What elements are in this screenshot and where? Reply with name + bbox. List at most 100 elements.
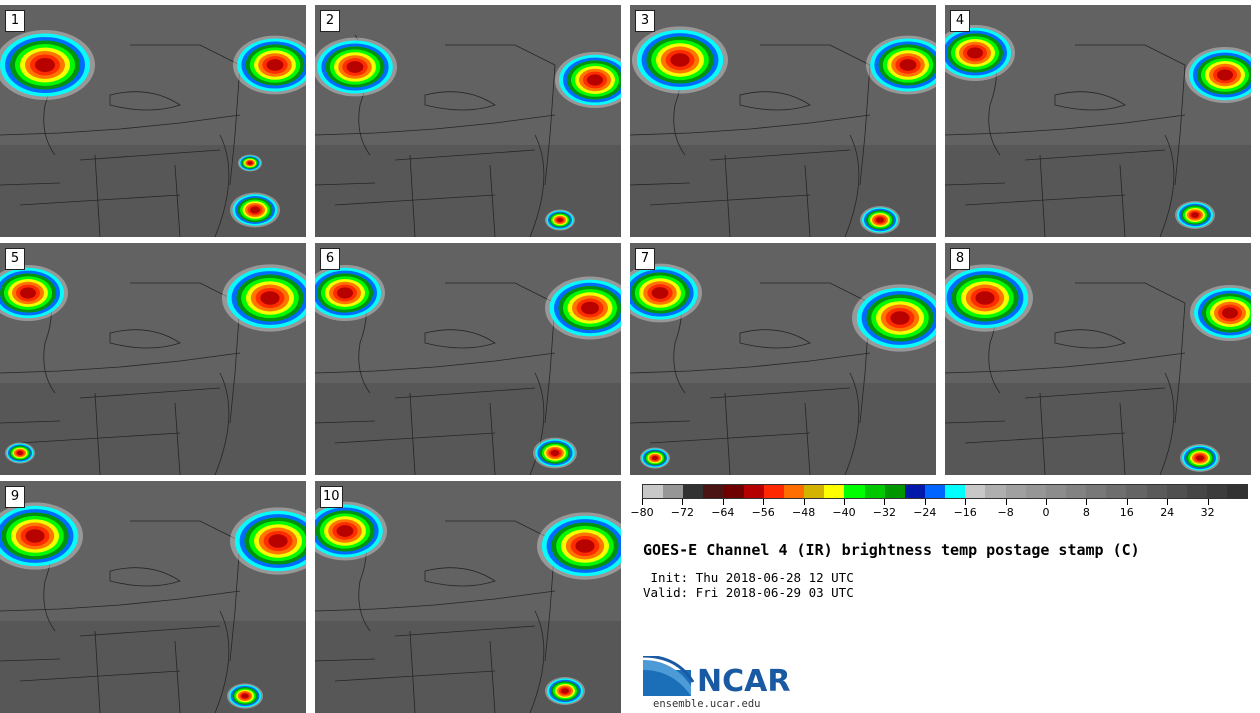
colorbar-tick-label: 32 (1200, 506, 1215, 519)
valid-time: Valid: Fri 2018-06-29 03 UTC (643, 585, 854, 600)
map-boundary (804, 402, 811, 475)
colorbar-segment (1227, 485, 1248, 498)
colorbar-tick (722, 499, 724, 505)
storm-cell (25, 529, 45, 543)
ncar-logo-icon (643, 656, 695, 696)
colorbar-segment (965, 485, 986, 498)
map-boundary (724, 154, 731, 237)
map-boundary (1159, 372, 1175, 475)
map-boundary (489, 402, 496, 475)
ir-map (0, 5, 306, 237)
storm-cell (890, 311, 910, 325)
map-boundary (739, 91, 811, 111)
storm-cell (241, 693, 249, 699)
colorbar-segment (924, 485, 946, 498)
colorbar-tick-label: −32 (872, 506, 896, 519)
map-boundary (174, 164, 181, 237)
map-boundary (724, 392, 731, 475)
colorbar-tick-label: −72 (670, 506, 694, 519)
colorbar-tick-label: −64 (711, 506, 735, 519)
ncar-logo-text: NCAR (697, 664, 791, 699)
storm-cell (337, 287, 353, 299)
storm-cell (651, 287, 669, 299)
ir-map (315, 5, 621, 237)
colorbar-segment (1086, 485, 1107, 498)
ir-map (0, 243, 306, 475)
map-boundary (424, 91, 496, 111)
map-boundary (1119, 164, 1126, 237)
map-boundary (0, 590, 241, 612)
colorbar (642, 484, 1248, 499)
map-boundary (964, 194, 1126, 206)
member-number: 8 (950, 248, 970, 270)
colorbar-segment (985, 485, 1006, 498)
map-boundary (1119, 402, 1126, 475)
colorbar-segment (1005, 485, 1026, 498)
map-boundary (1024, 149, 1166, 161)
storm-cell (581, 301, 599, 315)
ir-map (630, 5, 936, 237)
colorbar-tick-label: −48 (791, 506, 816, 519)
colorbar-segment (663, 485, 684, 498)
colorbar-tick-label: −16 (953, 506, 977, 519)
map-boundary (630, 420, 691, 424)
map-boundary (945, 114, 1186, 136)
map-boundary (945, 420, 1006, 424)
colorbar-tick (844, 499, 845, 505)
map-boundary (489, 640, 496, 713)
colorbar-tick-label: 24 (1160, 506, 1175, 519)
map-boundary (19, 432, 181, 444)
storm-cell (1222, 307, 1238, 319)
colorbar-segment (703, 485, 724, 498)
map-boundary (409, 154, 416, 237)
stamp-panel: 3 (630, 5, 936, 237)
map-boundary (424, 567, 496, 587)
colorbar-tick (884, 499, 886, 505)
storm-cell (967, 47, 983, 59)
colorbar-segment (1166, 485, 1187, 498)
ir-map (630, 243, 936, 475)
colorbar-tick-label: −56 (751, 506, 775, 519)
map-boundary (315, 182, 376, 186)
map-boundary (394, 149, 536, 161)
colorbar-tick (803, 499, 805, 505)
map-boundary (0, 352, 241, 374)
map-boundary (630, 182, 691, 186)
colorbar-segment (864, 485, 885, 498)
init-time: Init: Thu 2018-06-28 12 UTC (643, 570, 854, 585)
map-boundary (709, 149, 851, 161)
colorbar-segment (824, 485, 845, 498)
colorbar-segment (643, 485, 664, 498)
colorbar-tick (924, 499, 926, 505)
colorbar-segment (743, 485, 764, 498)
colorbar-segment (844, 485, 865, 498)
map-boundary (424, 329, 496, 349)
map-boundary (94, 392, 101, 475)
colorbar-tick (682, 499, 684, 505)
map-boundary (1054, 329, 1126, 349)
stamp-panel: 6 (315, 243, 621, 475)
colorbar-segment (1206, 485, 1228, 498)
map-boundary (1075, 44, 1186, 186)
map-boundary (334, 194, 496, 206)
storm-cell (575, 539, 595, 553)
map-boundary (334, 432, 496, 444)
colorbar-tick (1046, 499, 1047, 505)
map-boundary (0, 658, 61, 662)
colorbar-tick (965, 499, 967, 505)
stamp-panel: 8 (945, 243, 1251, 475)
storm-cell (346, 61, 364, 73)
colorbar-segment (1045, 485, 1066, 498)
colorbar-tick (1126, 499, 1128, 505)
map-boundary (760, 44, 871, 186)
site-url: ensemble.ucar.edu (653, 698, 761, 710)
map-boundary (214, 610, 230, 713)
map-boundary (19, 194, 181, 206)
map-boundary (529, 610, 545, 713)
storm-cell (975, 291, 995, 305)
member-number: 9 (5, 486, 25, 508)
map-boundary (94, 630, 101, 713)
member-number: 7 (635, 248, 655, 270)
map-boundary (1039, 154, 1046, 237)
colorbar-tick (642, 499, 643, 505)
